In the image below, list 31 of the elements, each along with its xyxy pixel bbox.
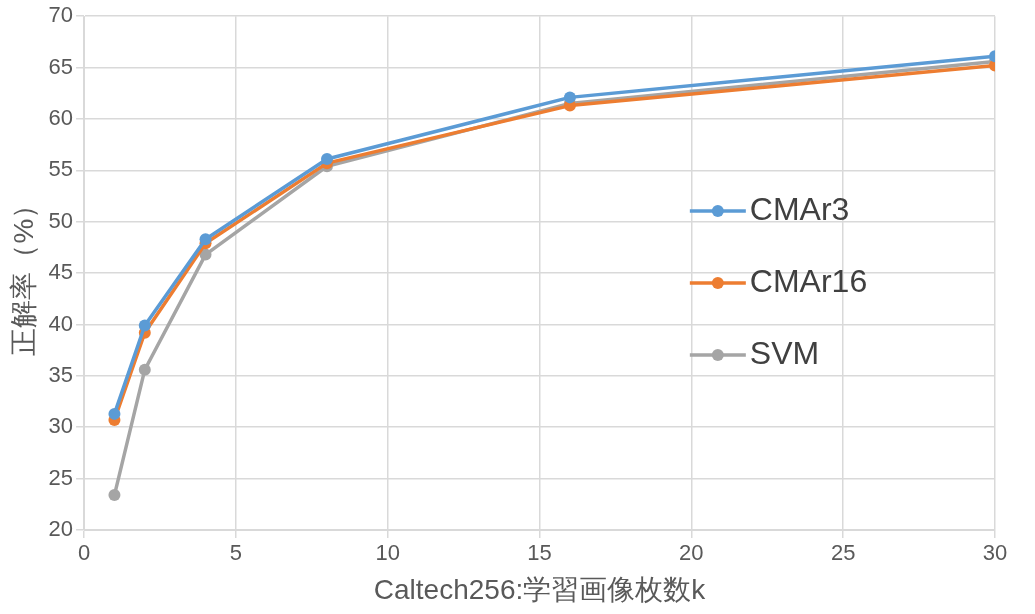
y-tick-label: 50 [48,207,74,233]
y-tick-label: 25 [48,464,74,490]
point [108,407,121,420]
x-tick-label: 0 [77,540,91,566]
x-tick-label: 15 [527,540,552,566]
y-tick-label: 65 [48,53,74,79]
y-tick-label: 20 [48,516,74,542]
point [138,319,151,332]
y-tick-label: 35 [48,361,74,387]
point [138,363,151,376]
y-tick-label: 45 [48,259,74,285]
y-tick-label: 60 [48,105,74,131]
x-tick-label: 5 [229,540,243,566]
legend-label: CMAr3 [749,190,850,227]
y-tick-label: 30 [48,413,74,439]
y-axis-title: 正解率（%） [7,190,39,356]
point [563,91,576,104]
x-tick-label: 10 [375,540,400,566]
point [108,489,121,502]
legend-label: CMAr16 [749,262,868,299]
y-tick-label: 70 [48,2,74,28]
x-axis-title: Caltech256:学習画像枚数k [373,573,707,605]
point [199,233,212,246]
legend-label: SVM [749,334,820,371]
x-tick-label: 20 [679,540,704,566]
point [199,248,212,261]
point [320,153,333,166]
y-tick-label: 55 [48,156,74,182]
x-tick-label: 30 [982,540,1008,566]
y-tick-label: 40 [48,310,74,336]
x-tick-label: 25 [830,540,856,566]
